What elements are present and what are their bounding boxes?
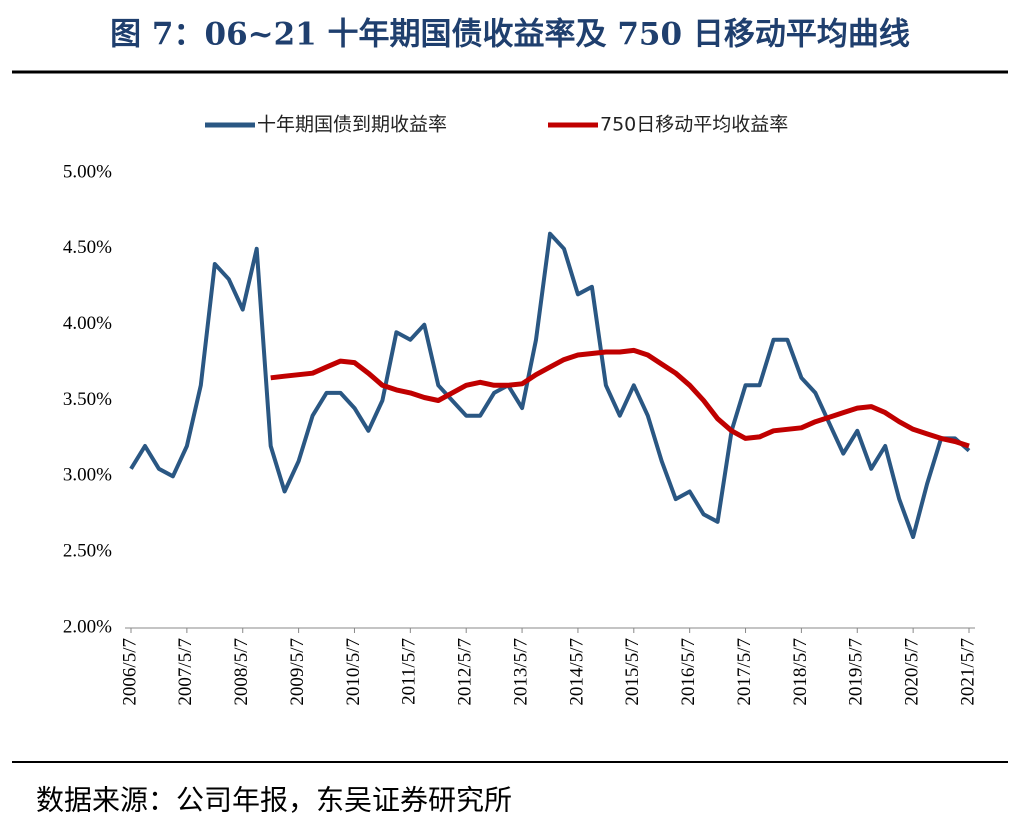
y-tick-label: 4.00%: [63, 313, 112, 334]
x-tick-label: 2016/5/7: [678, 638, 699, 706]
series-line: [129, 231, 971, 539]
x-tick-label: 2015/5/7: [622, 638, 643, 706]
x-tick-label: 2008/5/7: [231, 638, 252, 706]
x-tick-label: 2018/5/7: [790, 638, 811, 706]
x-tick-label: 2009/5/7: [287, 638, 308, 706]
legend-label: 十年期国债到期收益率: [257, 114, 447, 136]
x-tick-label: 2019/5/7: [846, 638, 867, 706]
x-tick-label: 2017/5/7: [734, 638, 755, 706]
x-tick-label: 2014/5/7: [566, 638, 587, 706]
y-tick-label: 5.00%: [63, 161, 112, 182]
y-tick-label: 4.50%: [63, 237, 112, 258]
series-line: [270, 347, 970, 449]
x-tick-label: 2021/5/7: [957, 638, 978, 706]
x-tick-label: 2010/5/7: [343, 638, 364, 706]
chart-title: 图 7：06~21 十年期国债收益率及 750 日移动平均曲线: [110, 17, 910, 53]
x-tick-label: 2013/5/7: [510, 638, 531, 706]
x-tick-label: 2011/5/7: [399, 638, 420, 705]
y-tick-label: 2.50%: [63, 541, 112, 562]
legend-label: 750日移动平均收益率: [600, 114, 788, 136]
y-tick-label: 3.50%: [63, 389, 112, 410]
y-tick-label: 2.00%: [63, 616, 112, 637]
x-tick-label: 2006/5/7: [119, 638, 140, 706]
x-tick-label: 2020/5/7: [901, 638, 922, 706]
x-tick-label: 2007/5/7: [175, 638, 196, 706]
y-tick-label: 3.00%: [63, 465, 112, 486]
source: 数据来源：公司年报，东吴证券研究所: [36, 784, 512, 817]
x-tick-label: 2012/5/7: [455, 638, 476, 706]
